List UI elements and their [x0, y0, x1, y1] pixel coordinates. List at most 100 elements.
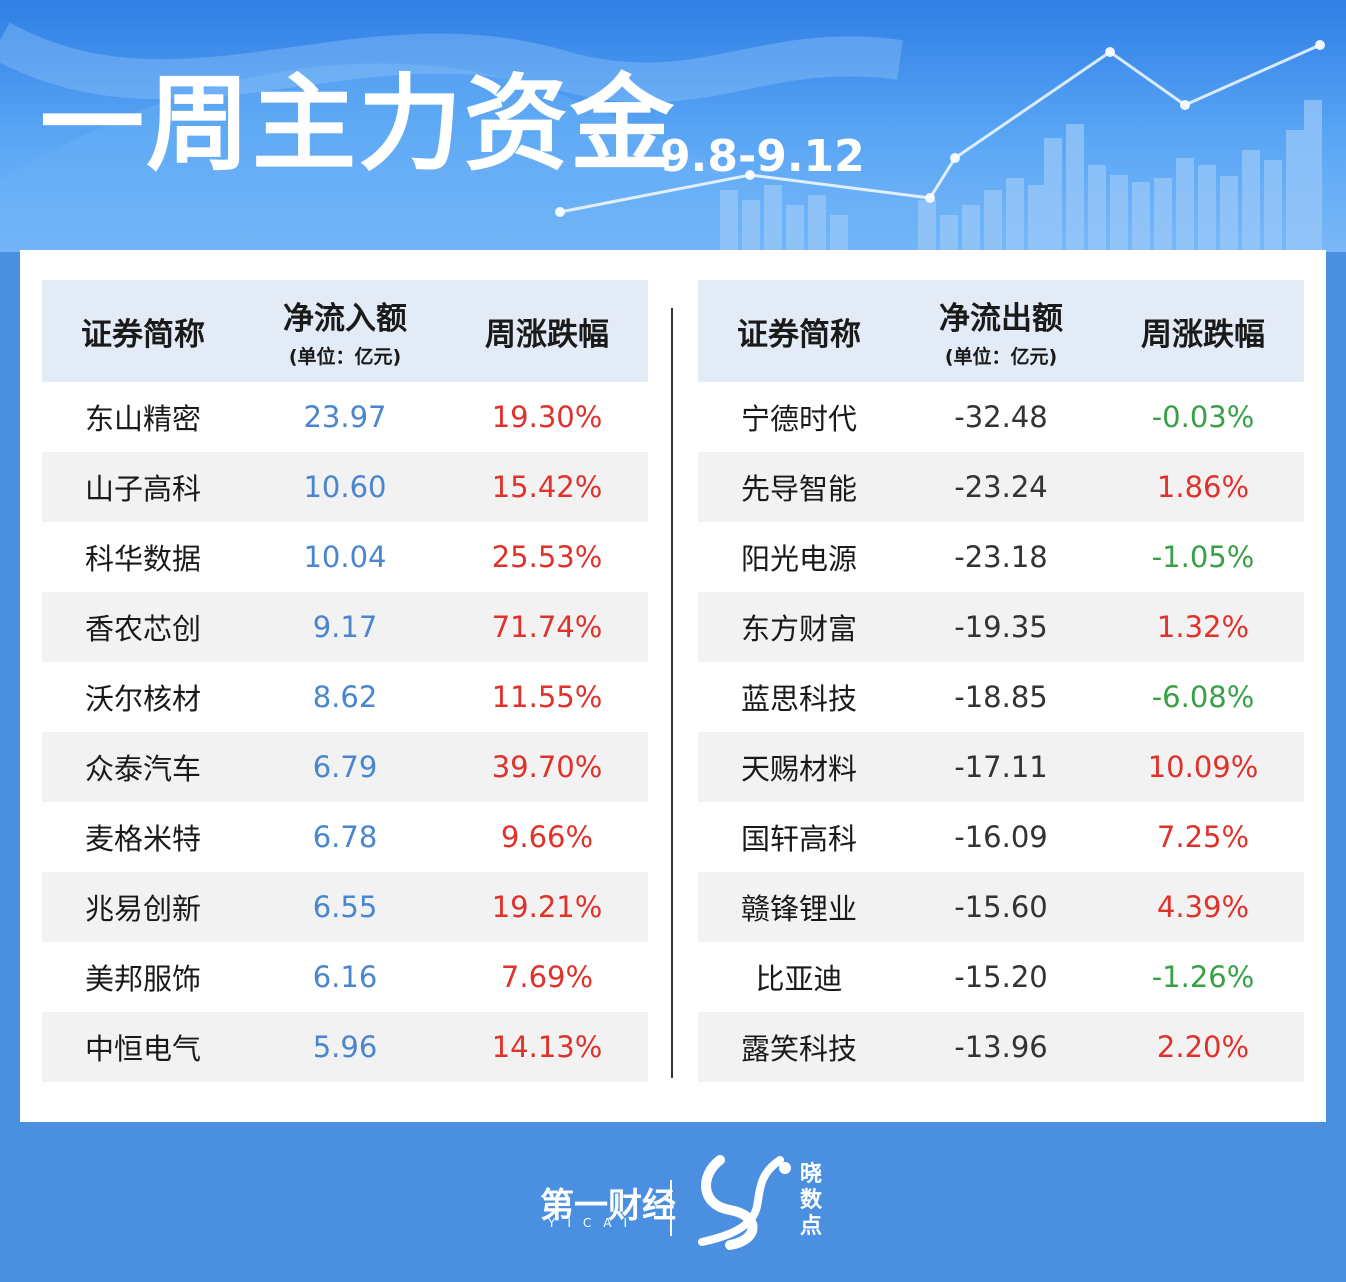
stock-name-cell: 麦格米特 — [84, 822, 201, 856]
table-row: 东山精密 23.97 19.30% — [42, 382, 648, 452]
weekly-change-cell: 71.74% — [491, 610, 603, 644]
inflow-table-body: 东山精密 23.97 19.30% 山子高科 10.60 15.42% 科华数据 10.04 2… — [42, 382, 648, 1082]
net-amount-cell: 6.16 — [312, 960, 378, 994]
stock-name-cell: 阳光电源 — [740, 542, 857, 576]
weekly-change-cell: 7.69% — [500, 960, 594, 994]
stock-name-cell: 沃尔核材 — [84, 682, 201, 716]
table-row: 麦格米特 6.78 9.66% — [42, 802, 648, 872]
weekly-change-cell: 14.13% — [491, 1030, 603, 1064]
stock-name-cell: 山子高科 — [84, 472, 201, 506]
stock-name-cell: 众泰汽车 — [84, 752, 201, 786]
col-inflow-header: 净流入额 (单位：亿元) — [283, 301, 407, 368]
yicai-logo-text: 第一财经 — [540, 1186, 676, 1226]
weekly-change-cell: 25.53% — [491, 540, 603, 574]
stock-name-cell: 科华数据 — [84, 542, 201, 576]
table-row: 东方财富 -19.35 1.32% — [698, 592, 1304, 662]
table-row: 先导智能 -23.24 1.86% — [698, 452, 1304, 522]
net-amount-cell: 23.97 — [303, 400, 387, 434]
table-row: 沃尔核材 8.62 11.55% — [42, 662, 648, 732]
inflow-table: 证券简称 净流入额 (单位：亿元) 周涨跌幅 东山精密 23.97 19.30% 山子… — [42, 280, 648, 1082]
outflow-table-body: 宁德时代 -32.48 -0.03% 先导智能 -23.24 1.86% 阳光电源 -23.1… — [698, 382, 1304, 1082]
weekly-change-cell: -1.05% — [1151, 540, 1255, 574]
col-change-header: 周涨跌幅 — [485, 316, 609, 353]
table-row: 美邦服饰 6.16 7.69% — [42, 942, 648, 1012]
yicai-logo-sub: YICAI — [548, 1216, 639, 1230]
weekly-change-cell: 7.25% — [1156, 820, 1250, 854]
stock-name-cell: 宁德时代 — [740, 402, 857, 436]
table-row: 阳光电源 -23.18 -1.05% — [698, 522, 1304, 592]
weekly-change-cell: -6.08% — [1151, 680, 1255, 714]
brand-separator — [670, 1180, 672, 1236]
data-card: 证券简称 净流入额 (单位：亿元) 周涨跌幅 东山精密 23.97 19.30% 山子… — [20, 250, 1326, 1122]
stock-name-cell: 赣锋锂业 — [740, 892, 857, 926]
col-outflow-header: 净流出额 (单位：亿元) — [939, 301, 1063, 368]
stock-name-cell: 比亚迪 — [755, 962, 843, 996]
weekly-change-cell: 1.86% — [1156, 470, 1250, 504]
weekly-change-cell: 4.39% — [1156, 890, 1250, 924]
chart-decoration-icon — [0, 22, 1325, 252]
weekly-change-cell: 15.42% — [491, 470, 603, 504]
xiaoshudian-logo-text: 晓数点 — [799, 1162, 822, 1239]
table-row: 蓝思科技 -18.85 -6.08% — [698, 662, 1304, 732]
weekly-change-cell: 19.30% — [491, 400, 603, 434]
weekly-change-cell: 9.66% — [500, 820, 594, 854]
table-row: 国轩高科 -16.09 7.25% — [698, 802, 1304, 872]
col-name-header: 证券简称 — [81, 316, 205, 353]
net-amount-cell: -17.11 — [954, 750, 1048, 784]
outflow-table-header: 证券简称 净流出额 (单位：亿元) 周涨跌幅 — [698, 280, 1304, 382]
col-change-header: 周涨跌幅 — [1141, 316, 1265, 353]
table-row: 香农芯创 9.17 71.74% — [42, 592, 648, 662]
weekly-change-cell: -0.03% — [1151, 400, 1255, 434]
stock-name-cell: 国轩高科 — [740, 822, 857, 856]
table-row: 宁德时代 -32.48 -0.03% — [698, 382, 1304, 452]
col-name-header: 证券简称 — [737, 316, 861, 353]
net-amount-cell: -15.20 — [954, 960, 1048, 994]
net-amount-cell: 5.96 — [312, 1030, 378, 1064]
table-row: 科华数据 10.04 25.53% — [42, 522, 648, 592]
net-amount-cell: -19.35 — [954, 610, 1048, 644]
weekly-change-cell: -1.26% — [1151, 960, 1255, 994]
table-row: 赣锋锂业 -15.60 4.39% — [698, 872, 1304, 942]
table-divider — [671, 308, 673, 1078]
net-amount-cell: -18.85 — [954, 680, 1048, 714]
stock-name-cell: 东方财富 — [740, 612, 857, 646]
stock-name-cell: 先导智能 — [740, 472, 857, 506]
inflow-table-header: 证券简称 净流入额 (单位：亿元) 周涨跌幅 — [42, 280, 648, 382]
xiaoshudian-logo-icon — [698, 1155, 791, 1250]
net-amount-cell: 9.17 — [312, 610, 378, 644]
net-amount-cell: -15.60 — [954, 890, 1048, 924]
stock-name-cell: 东山精密 — [84, 402, 201, 436]
table-row: 露笑科技 -13.96 2.20% — [698, 1012, 1304, 1082]
net-amount-cell: -23.18 — [954, 540, 1048, 574]
table-row: 众泰汽车 6.79 39.70% — [42, 732, 648, 802]
page-title: 一周主力资金 — [40, 63, 677, 185]
weekly-change-cell: 39.70% — [491, 750, 603, 784]
stock-name-cell: 美邦服饰 — [84, 962, 201, 996]
outflow-table: 证券简称 净流出额 (单位：亿元) 周涨跌幅 宁德时代 -32.48 -0.03% 先… — [698, 280, 1304, 1082]
net-amount-cell: 10.60 — [303, 470, 387, 504]
net-amount-cell: -16.09 — [954, 820, 1048, 854]
weekly-change-cell: 1.32% — [1156, 610, 1250, 644]
net-amount-cell: 6.79 — [312, 750, 378, 784]
stock-name-cell: 蓝思科技 — [740, 682, 857, 716]
net-amount-cell: -23.24 — [954, 470, 1048, 504]
unit-label: (单位：亿元) — [288, 346, 402, 368]
table-row: 中恒电气 5.96 14.13% — [42, 1012, 648, 1082]
table-row: 兆易创新 6.55 19.21% — [42, 872, 648, 942]
stock-name-cell: 兆易创新 — [84, 892, 201, 926]
net-amount-cell: -13.96 — [954, 1030, 1048, 1064]
header-banner: 一周主力资金 9.8-9.12 — [0, 0, 1346, 252]
net-amount-cell: 10.04 — [303, 540, 387, 574]
table-row: 山子高科 10.60 15.42% — [42, 452, 648, 522]
weekly-change-cell: 2.20% — [1156, 1030, 1250, 1064]
stock-name-cell: 天赐材料 — [740, 752, 857, 786]
stock-name-cell: 香农芯创 — [84, 612, 201, 646]
net-amount-cell: 6.78 — [312, 820, 378, 854]
stock-name-cell: 露笑科技 — [740, 1032, 857, 1066]
stock-name-cell: 中恒电气 — [84, 1032, 201, 1066]
weekly-change-cell: 10.09% — [1147, 750, 1259, 784]
date-range: 9.8-9.12 — [660, 131, 865, 182]
weekly-change-cell: 19.21% — [491, 890, 603, 924]
table-row: 天赐材料 -17.11 10.09% — [698, 732, 1304, 802]
net-amount-cell: 6.55 — [312, 890, 378, 924]
